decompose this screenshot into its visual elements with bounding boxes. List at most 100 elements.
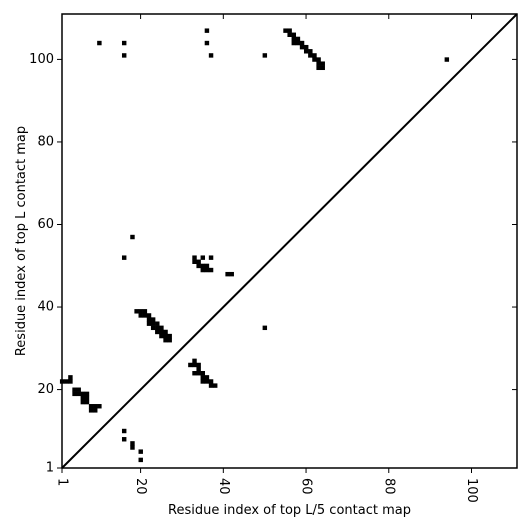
contact-point-upper xyxy=(308,49,313,54)
plot-area xyxy=(59,13,518,469)
contact-point-lower xyxy=(146,313,152,318)
contact-point-upper xyxy=(200,255,206,260)
contact-point-lower xyxy=(80,399,86,405)
contact-point-lower xyxy=(204,375,210,380)
contact-point-lower xyxy=(84,395,90,401)
contact-point-upper xyxy=(312,57,317,62)
contact-point-lower xyxy=(68,375,73,380)
contact-point-lower xyxy=(204,379,210,384)
contact-point-lower xyxy=(208,379,214,384)
contact-point-upper xyxy=(303,49,309,54)
y-tick-label: 40 xyxy=(37,300,54,315)
contact-point-upper xyxy=(291,32,297,37)
contact-point-lower xyxy=(146,317,152,322)
contact-point-upper xyxy=(229,271,234,277)
contact-point-lower xyxy=(59,379,65,384)
contact-point-lower xyxy=(76,387,81,392)
x-axis-ticks: 1 20 40 60 80 100 xyxy=(55,14,479,503)
contact-point-upper xyxy=(130,234,135,240)
contact-point-upper xyxy=(208,53,214,58)
contact-point-lower xyxy=(159,329,164,335)
markers xyxy=(59,28,450,463)
contact-point-lower xyxy=(93,408,98,413)
contact-point-upper xyxy=(97,40,102,46)
contact-point-upper xyxy=(262,53,268,58)
contact-point-lower xyxy=(192,371,197,376)
contact-point-upper xyxy=(130,445,135,450)
y-tick-label: 1 xyxy=(46,461,54,476)
contact-point-lower xyxy=(80,391,86,397)
contact-point-lower xyxy=(163,337,168,343)
contact-point-lower xyxy=(196,362,201,368)
contact-point-lower xyxy=(64,379,69,384)
contact-point-lower xyxy=(155,325,160,331)
contact-point-upper xyxy=(138,457,143,463)
y-tick-label: 100 xyxy=(29,52,54,67)
y-tick-label: 60 xyxy=(37,217,54,232)
contact-point-lower xyxy=(200,375,206,380)
contact-point-lower xyxy=(192,358,197,364)
contact-point-upper xyxy=(299,44,305,50)
contact-point-lower xyxy=(188,362,193,368)
contact-point-lower xyxy=(163,329,168,335)
contact-point-lower xyxy=(192,362,197,368)
contact-point-lower xyxy=(208,383,214,388)
contact-point-upper xyxy=(295,40,301,46)
contact-point-upper xyxy=(204,263,210,269)
contact-point-upper xyxy=(287,28,292,33)
contact-point-lower xyxy=(80,395,86,401)
contact-point-lower xyxy=(150,325,156,331)
y-tick-label: 80 xyxy=(37,134,54,149)
contact-point-upper xyxy=(225,271,230,277)
contact-point-lower xyxy=(167,337,172,343)
x-tick-label: 80 xyxy=(381,478,396,495)
plot-frame xyxy=(61,13,518,469)
contact-point-upper xyxy=(200,267,206,273)
contact-point-upper xyxy=(316,65,321,71)
contact-point-lower xyxy=(142,309,148,314)
contact-point-lower xyxy=(84,391,90,397)
x-tick-label: 100 xyxy=(464,478,479,503)
contact-point-lower xyxy=(134,309,139,314)
contact-point-upper xyxy=(121,428,127,434)
contact-point-lower xyxy=(97,404,102,409)
contact-point-upper xyxy=(192,259,197,264)
contact-point-lower xyxy=(200,379,206,384)
contact-point-lower xyxy=(150,321,156,326)
contact-point-upper xyxy=(121,255,127,260)
contact-point-lower xyxy=(163,333,168,339)
contact-point-lower xyxy=(138,309,143,314)
y-tick-label: 20 xyxy=(37,382,54,397)
contact-point-lower xyxy=(155,321,160,326)
contact-point-lower xyxy=(167,333,172,339)
contact-point-upper xyxy=(121,437,127,442)
contact-point-upper xyxy=(444,57,450,62)
contact-point-upper xyxy=(192,255,197,260)
contact-point-lower xyxy=(159,325,164,331)
contact-point-upper xyxy=(200,263,206,269)
contact-point-lower xyxy=(142,313,148,318)
diagonal-line xyxy=(61,13,518,469)
contact-point-lower xyxy=(72,391,77,397)
contact-point-upper xyxy=(130,441,135,446)
x-tick-label: 40 xyxy=(216,478,231,495)
contact-point-lower xyxy=(72,387,77,392)
contact-point-upper xyxy=(295,36,301,42)
contact-point-lower xyxy=(150,317,156,322)
contact-point-upper xyxy=(204,40,210,46)
x-tick-label: 60 xyxy=(299,478,314,495)
contact-point-upper xyxy=(291,36,297,42)
contact-point-lower xyxy=(200,371,206,376)
contact-point-lower xyxy=(68,379,73,384)
contact-point-lower xyxy=(212,383,218,388)
y-axis-label: Residue index of top L contact map xyxy=(14,126,29,356)
contact-point-upper xyxy=(291,40,297,46)
contact-point-upper xyxy=(320,65,325,71)
contact-point-upper xyxy=(208,267,214,273)
contact-point-lower xyxy=(84,399,90,405)
contact-point-lower xyxy=(88,404,94,409)
contact-point-upper xyxy=(138,449,143,454)
contact-point-lower xyxy=(196,371,201,376)
contact-point-upper xyxy=(121,40,127,46)
